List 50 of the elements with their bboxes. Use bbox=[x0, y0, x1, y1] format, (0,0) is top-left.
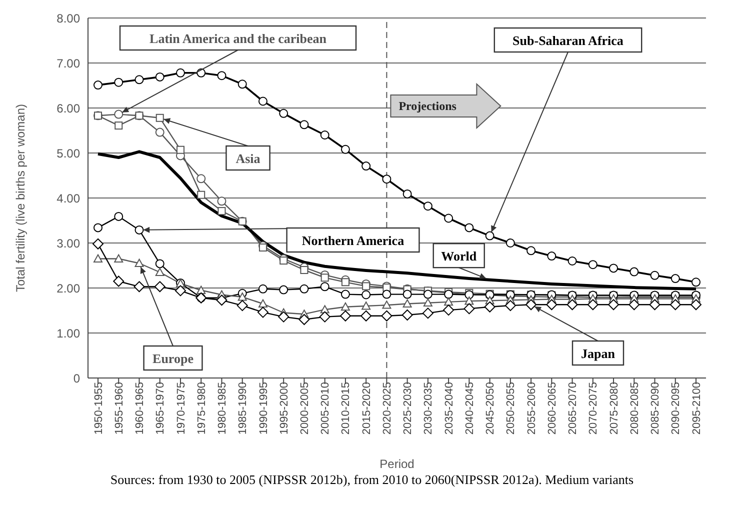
text: Europe bbox=[152, 351, 194, 366]
x-tick-label: 2055-2060 bbox=[526, 382, 538, 435]
x-tick-label: 2090-2095 bbox=[670, 382, 682, 435]
text: Japan bbox=[581, 346, 616, 361]
x-tick-label: 2040-2045 bbox=[464, 382, 476, 435]
x-tick-label: 2010-2015 bbox=[340, 382, 352, 435]
x-tick-label: 2075-2080 bbox=[608, 382, 620, 435]
x-tick-label: 2070-2075 bbox=[588, 382, 600, 435]
y-axis-title: Total fertility (live births per woman) bbox=[13, 104, 28, 292]
x-axis-title: Period bbox=[380, 457, 414, 471]
text: Asia bbox=[236, 151, 261, 166]
x-tick-label: 2045-2050 bbox=[484, 382, 497, 435]
y-tick-label: 1.00 bbox=[56, 326, 80, 340]
x-tick-label: 2030-2035 bbox=[422, 382, 435, 435]
text: Northern America bbox=[302, 233, 405, 248]
x-tick-label: 2065-2070 bbox=[567, 382, 580, 435]
y-tick-label: 7.00 bbox=[56, 56, 80, 70]
x-tick-label: 1960-1965 bbox=[134, 382, 146, 435]
x-tick-label: 1990-1995 bbox=[258, 382, 270, 435]
y-tick-label: 8.00 bbox=[56, 11, 80, 26]
x-tick-label: 1950-1955 bbox=[92, 382, 105, 435]
series-label: World bbox=[441, 248, 478, 264]
y-tick-label: 3.00 bbox=[56, 236, 80, 250]
x-tick-label: 2080-2085 bbox=[628, 382, 641, 435]
y-tick-label: 0 bbox=[73, 371, 80, 386]
x-tick-label: 2005-2010 bbox=[320, 382, 332, 435]
text: Sub-Saharan Africa bbox=[512, 33, 624, 48]
x-tick-label: 2085-2090 bbox=[650, 382, 662, 435]
ref-line-label: Projections bbox=[398, 99, 457, 113]
x-tick-label: 1975-1980 bbox=[196, 382, 208, 435]
x-tick-label: 1995-2000 bbox=[278, 382, 290, 435]
x-tick-label: 1980-1985 bbox=[216, 382, 229, 435]
x-tick-label: 2050-2055 bbox=[505, 382, 518, 435]
y-tick-label: 5.00 bbox=[56, 146, 80, 160]
y-tick-label: 2.00 bbox=[56, 281, 80, 296]
x-tick-label: 2000-2005 bbox=[299, 382, 312, 435]
y-tick-label: 6.00 bbox=[56, 101, 80, 116]
x-tick-label: 1965-1970 bbox=[154, 382, 167, 435]
text: Latin America and the caribean bbox=[150, 31, 328, 46]
x-tick-label: 2095-2100 bbox=[690, 382, 703, 435]
x-tick-label: 2015-2020 bbox=[360, 382, 373, 435]
x-tick-label: 2020-2025 bbox=[382, 382, 394, 435]
source-note: Sources: from 1930 to 2005 (NIPSSR 2012b), from 2010 to 2060(NIPSSR 2012a). Medium variants bbox=[109, 472, 635, 488]
x-tick-label: 2025-2030 bbox=[402, 382, 414, 435]
y-tick-label: 4.00 bbox=[56, 191, 80, 206]
x-tick-label: 1970-1975 bbox=[175, 382, 188, 435]
x-tick-label: 1985-1990 bbox=[237, 382, 250, 435]
x-tick-label: 1955-1960 bbox=[113, 382, 126, 435]
x-tick-label: 2035-2040 bbox=[443, 382, 456, 435]
x-tick-label: 2060-2065 bbox=[546, 382, 558, 435]
